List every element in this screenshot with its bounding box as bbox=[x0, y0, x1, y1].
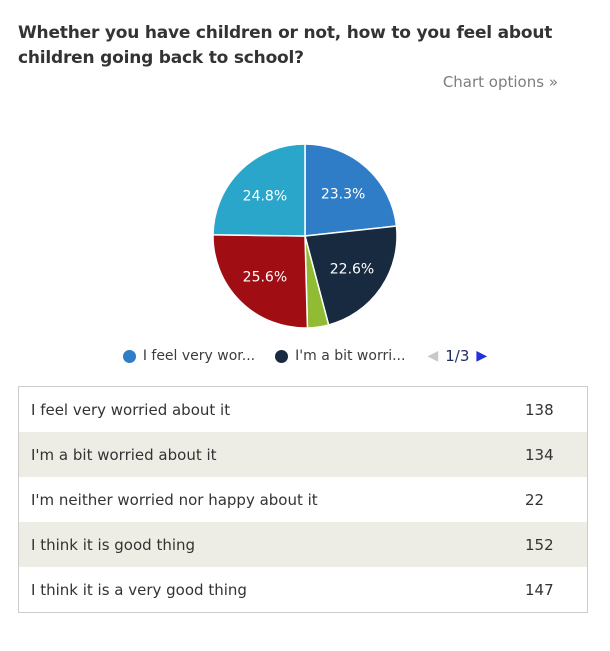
chart-options-link[interactable]: Chart options » bbox=[442, 73, 558, 91]
pie-slice-1[interactable] bbox=[304, 143, 398, 237]
table-row: I'm neither worried nor happy about it 22 bbox=[19, 477, 587, 522]
pie-chart-svg: 23.3% 22.6% 25.6% 24.8% bbox=[212, 143, 398, 329]
answer-count: 138 bbox=[525, 400, 554, 419]
legend-swatch-icon bbox=[122, 349, 136, 363]
answer-count: 147 bbox=[525, 580, 554, 599]
pie-slice-label: 24.8% bbox=[243, 188, 287, 204]
legend-item-label: I feel very wor... bbox=[142, 348, 256, 364]
answer-label: I feel very worried about it bbox=[31, 400, 231, 419]
table-row: I'm a bit worried about it 134 bbox=[19, 432, 587, 477]
pie-slice-label: 25.6% bbox=[243, 270, 287, 286]
results-table: I feel very worried about it 138 I'm a bit… bbox=[18, 386, 588, 613]
answer-count: 22 bbox=[525, 490, 545, 509]
table-row: I think it is good thing 152 bbox=[19, 522, 587, 567]
legend-item[interactable]: I feel very wor... bbox=[122, 348, 256, 364]
table-row: I think it is a very good thing 147 bbox=[19, 567, 587, 612]
pie-slice-label: 22.6% bbox=[330, 261, 374, 277]
answer-label: I think it is good thing bbox=[31, 535, 196, 554]
chart-legend: I feel very wor... I'm a bit worri... ◀ 1… bbox=[0, 344, 610, 368]
pie-slice-label: 23.3% bbox=[321, 187, 365, 203]
pie-chart: 23.3% 22.6% 25.6% 24.8% bbox=[210, 141, 400, 331]
pager-prev-icon[interactable]: ◀ bbox=[427, 348, 439, 364]
pager-page-indicator: 1/3 bbox=[445, 347, 470, 365]
legend-item-label: I'm a bit worri... bbox=[295, 348, 406, 364]
pie-slice-2[interactable] bbox=[304, 225, 398, 326]
answer-label: I'm neither worried nor happy about it bbox=[31, 490, 318, 509]
pie-slice-4[interactable] bbox=[212, 234, 309, 329]
pie-slice-5[interactable] bbox=[212, 143, 306, 237]
question-title: Whether you have children or not, how to… bbox=[18, 23, 553, 68]
answer-count: 134 bbox=[525, 445, 554, 464]
table-row: I feel very worried about it 138 bbox=[19, 387, 587, 432]
answer-count: 152 bbox=[525, 535, 554, 554]
legend-pager: ◀ 1/3 ▶ bbox=[427, 347, 487, 365]
answer-label: I think it is a very good thing bbox=[31, 580, 247, 599]
legend-swatch-icon bbox=[275, 349, 289, 363]
answer-label: I'm a bit worried about it bbox=[31, 445, 217, 464]
pager-next-icon[interactable]: ▶ bbox=[476, 348, 488, 364]
legend-item[interactable]: I'm a bit worri... bbox=[275, 348, 405, 364]
